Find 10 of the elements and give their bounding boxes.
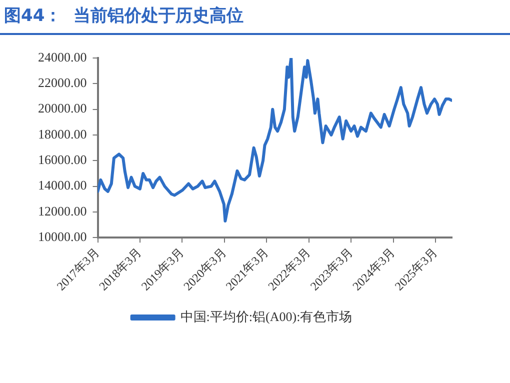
- y-tick-label: 16000.00: [38, 152, 87, 168]
- y-tick-label: 24000.00: [38, 49, 87, 64]
- legend-label: 中国:平均价:铝(A00):有色市场: [180, 308, 352, 324]
- y-tick-label: 22000.00: [38, 75, 87, 90]
- y-tick-label: 18000.00: [38, 126, 87, 142]
- y-tick-label: 14000.00: [38, 178, 87, 193]
- y-tick-label: 20000.00: [38, 100, 87, 116]
- y-tick-label: 10000.00: [38, 229, 87, 244]
- chart-title: 图44： 当前铝价处于历史高位: [4, 5, 244, 27]
- y-tick-label: 12000.00: [38, 203, 87, 218]
